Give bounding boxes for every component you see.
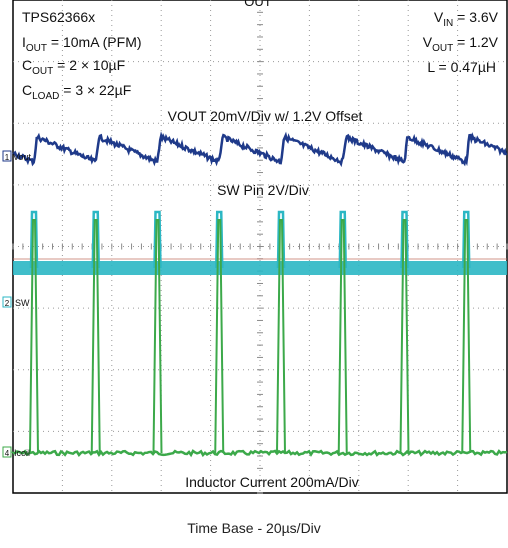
- sw-pulse: [276, 210, 286, 269]
- vout-scale-label: VOUT 20mV/Div w/ 1.2V Offset: [168, 108, 363, 124]
- il-spike: [214, 219, 225, 454]
- sw-pulse: [153, 210, 162, 269]
- vout-annotation: VOUT = 1.2V: [423, 34, 499, 54]
- svg-text:Vout: Vout: [13, 152, 32, 162]
- il-spike: [337, 219, 348, 454]
- il-spike: [90, 219, 101, 454]
- sw-baseline-band: [13, 261, 507, 275]
- sw-pulse: [91, 210, 100, 269]
- cload-annotation: CLOAD = 3 × 22µF: [22, 82, 131, 102]
- sw-scale-label: SW Pin 2V/Div: [217, 182, 309, 198]
- sw-pulse: [461, 210, 471, 269]
- sw-pulse: [338, 210, 347, 269]
- svg-text:1: 1: [5, 153, 10, 162]
- svg-text:4: 4: [5, 449, 10, 458]
- sw-pulse: [29, 210, 39, 269]
- ch2-marker: 2 SW: [2, 296, 30, 308]
- il-spike: [28, 219, 39, 454]
- svg-text:Icoil: Icoil: [14, 448, 30, 458]
- il-scale-label: Inductor Current 200mA/Div: [185, 474, 359, 490]
- ch4-marker: 4 Icoil: [2, 446, 30, 458]
- il-baseline: [11, 449, 508, 458]
- top-cut-label: OUT: [244, 0, 272, 9]
- il-spike: [461, 219, 472, 454]
- svg-text:2: 2: [5, 299, 10, 308]
- il-spike: [399, 219, 410, 454]
- device-name: TPS62366x: [22, 9, 95, 25]
- svg-text:SW: SW: [15, 298, 30, 308]
- x-axis-label: Time Base - 20µs/Div: [187, 520, 321, 536]
- vin-annotation: VIN = 3.6V: [434, 9, 499, 29]
- iout-annotation: IOUT = 10mA (PFM): [22, 34, 142, 54]
- ch1-marker: 1 Vout: [2, 150, 32, 162]
- cout-annotation: COUT = 2 × 10µF: [22, 57, 125, 77]
- sw-pulse: [400, 210, 409, 269]
- vout-ripple: [12, 131, 508, 168]
- waveforms: [11, 131, 508, 458]
- inductor-annotation: L = 0.47µH: [427, 59, 496, 75]
- il-spike: [152, 219, 163, 454]
- sw-pulse: [214, 210, 224, 269]
- il-spike: [275, 219, 286, 454]
